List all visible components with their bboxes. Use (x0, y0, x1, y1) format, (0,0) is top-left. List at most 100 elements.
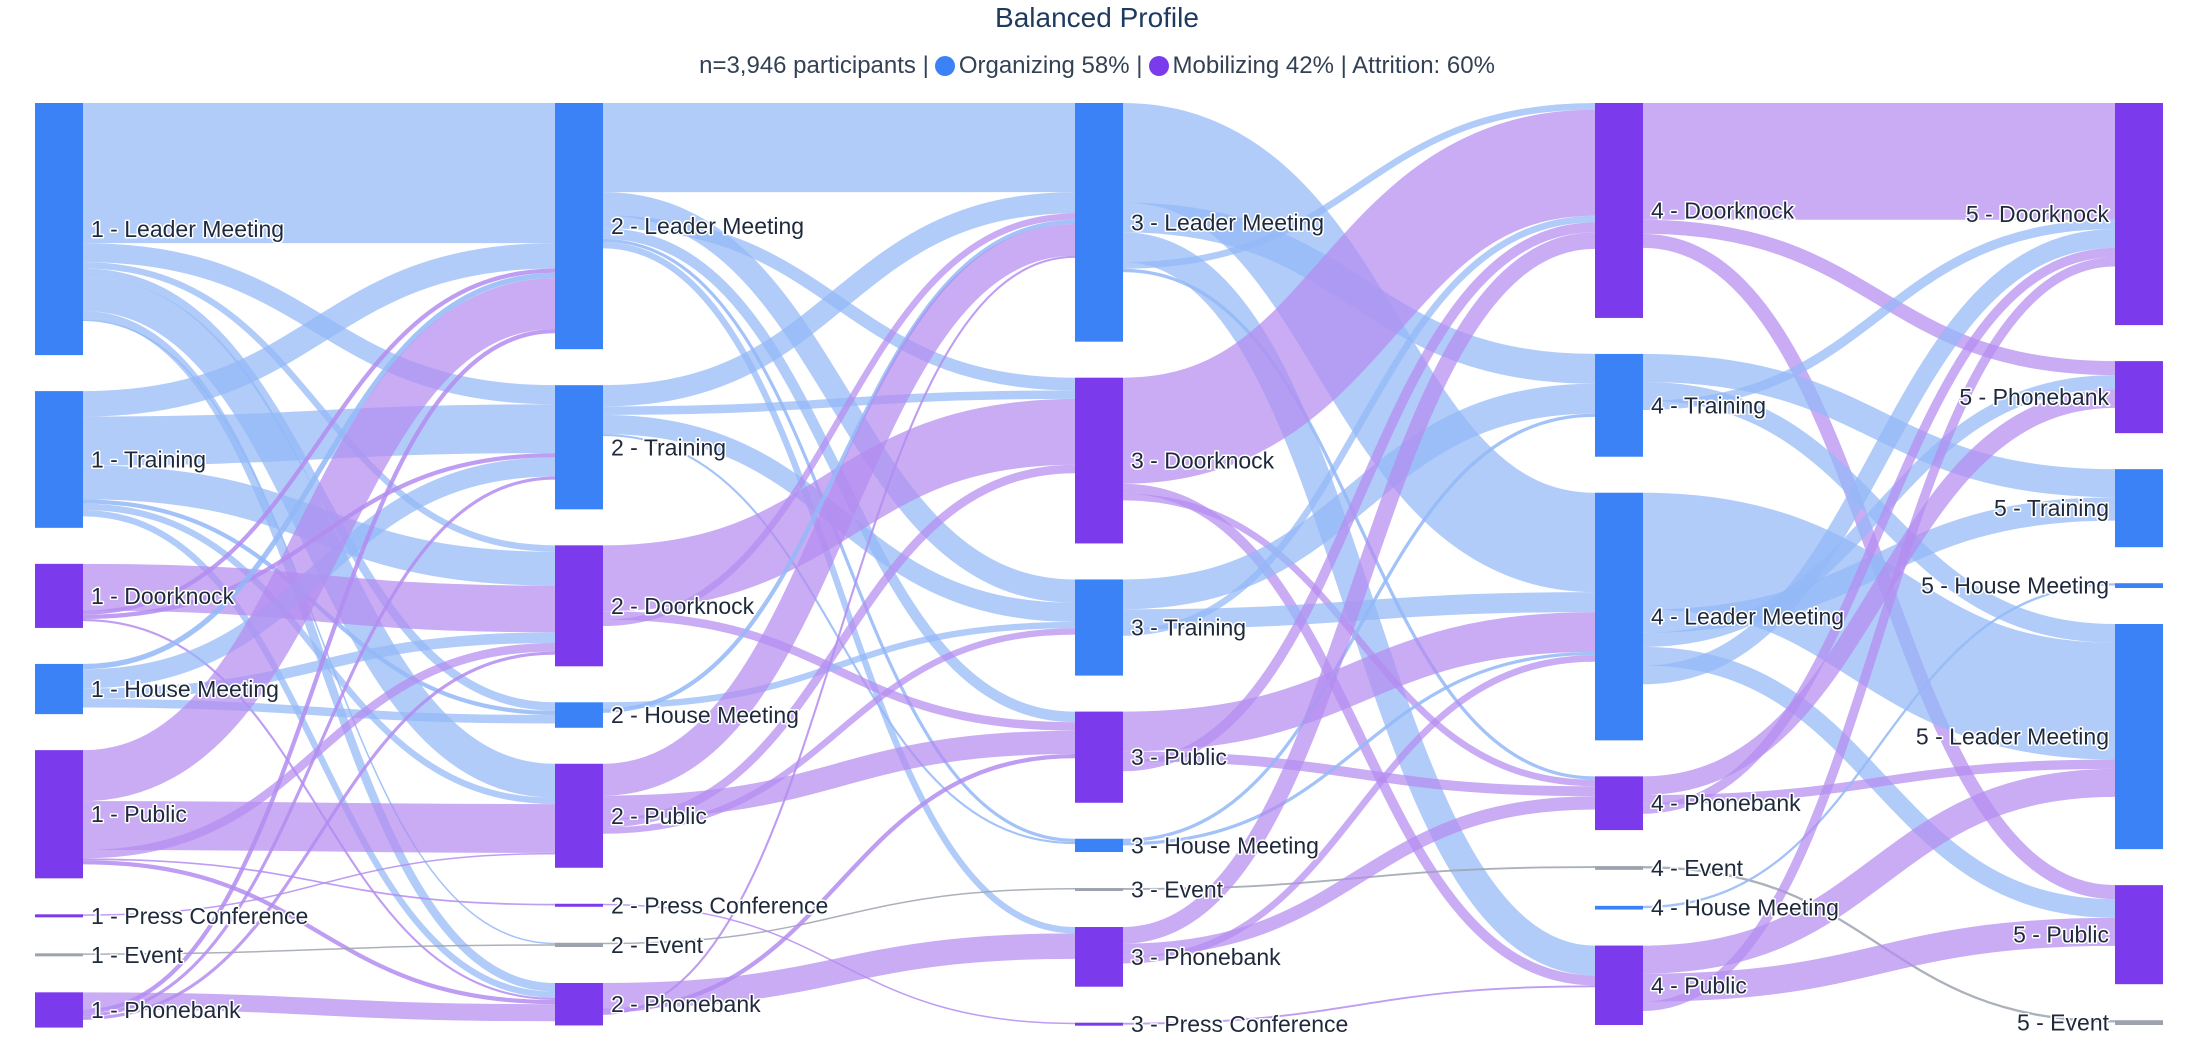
sankey-link (82, 852, 556, 916)
sankey-link (82, 243, 556, 417)
sankey-node[interactable] (555, 983, 603, 1026)
sankey-node[interactable] (35, 992, 83, 1028)
sankey-node-label: 1 - Training (91, 446, 206, 472)
sankey-link (82, 268, 556, 615)
sankey-labels: 1 - Leader Meeting 1 - Training 1 - Doorkn… (90, 196, 2112, 1039)
sankey-link (82, 272, 556, 670)
sankey-node[interactable] (1075, 888, 1123, 892)
sankey-link (82, 651, 556, 1020)
sankey-node-label: 2 - Phonebank (611, 991, 761, 1017)
sankey-link (602, 223, 1076, 796)
sankey-link (602, 192, 1076, 407)
sankey-link (82, 476, 556, 1017)
sankey-link (602, 611, 1076, 731)
sankey-link (1642, 247, 2116, 814)
sankey-node[interactable] (35, 750, 83, 879)
sankey-node[interactable] (555, 545, 603, 667)
sankey-link (1642, 229, 2116, 685)
mobilizing-legend-dot (1148, 56, 1169, 76)
sankey-link (1121, 109, 1597, 484)
sankey-node[interactable] (2115, 885, 2163, 985)
sankey-node[interactable] (35, 914, 83, 918)
subtitle-separator: | (922, 52, 929, 79)
sankey-link (602, 933, 1076, 1009)
sankey-node[interactable] (1075, 927, 1123, 987)
sankey-node-label: 3 - Leader Meeting (1131, 209, 1324, 235)
sankey-node-label: 1 - House Meeting (91, 676, 279, 702)
sankey-node[interactable] (1595, 353, 1643, 457)
sankey-link (602, 213, 1076, 626)
sankey-node[interactable] (1075, 1022, 1123, 1026)
sankey-node[interactable] (1075, 579, 1123, 676)
sankey-node[interactable] (1595, 103, 1643, 318)
sankey-link (1122, 651, 1596, 846)
chart-subtitle: n=3,946 participants | Organizing 58% | Mo… (0, 52, 2194, 80)
sankey-link (602, 888, 1076, 945)
sankey-node-label: 5 - Leader Meeting (1916, 724, 2109, 750)
sankey-link (1642, 389, 2116, 796)
sankey-node-label: 2 - Doorknock (611, 593, 755, 619)
sankey-link (1122, 612, 1596, 752)
sankey-node-label: 2 - Public (611, 803, 707, 829)
sankey-node[interactable] (1075, 103, 1123, 342)
sankey-link (602, 754, 1076, 1013)
sankey-node[interactable] (555, 903, 603, 907)
sankey-node[interactable] (555, 385, 603, 510)
sankey-node[interactable] (1075, 377, 1123, 544)
sankey-node-label: 1 - Event (91, 942, 184, 968)
mobilizing-legend-label: Mobilizing 42% (1172, 52, 1334, 79)
sankey-node-label: 5 - Phonebank (1959, 384, 2109, 410)
sankey-node-label: 1 - Phonebank (91, 997, 241, 1023)
sankey-node[interactable] (2115, 469, 2163, 548)
sankey-link (1642, 375, 2116, 647)
sankey-link (1122, 232, 1596, 944)
sankey-node[interactable] (35, 563, 83, 628)
sankey-link (1642, 759, 2116, 805)
sankey-node[interactable] (2115, 361, 2163, 434)
sankey-node[interactable] (1595, 866, 1643, 870)
sankey-node[interactable] (1075, 838, 1123, 853)
sankey-link (82, 319, 556, 945)
sankey-links (81, 102, 2116, 1025)
sankey-node-label: 4 - Doorknock (1651, 197, 1795, 223)
sankey-link (602, 464, 1076, 828)
participants-count: n=3,946 participants (699, 52, 916, 79)
sankey-link (602, 390, 1076, 415)
sankey-node-label: 4 - Event (1651, 855, 1744, 881)
chart-title: Balanced Profile (995, 2, 1199, 33)
sankey-link (1642, 257, 2116, 1011)
sankey-node-label: 4 - Leader Meeting (1651, 604, 1844, 630)
sankey-node-label: 5 - House Meeting (1921, 573, 2109, 599)
sankey-node-label: 2 - Press Conference (611, 892, 828, 918)
sankey-node[interactable] (1595, 945, 1643, 1025)
sankey-node[interactable] (555, 942, 603, 948)
sankey-nodes (35, 103, 2163, 1028)
sankey-link (1122, 268, 1596, 780)
sankey-node[interactable] (1595, 905, 1643, 910)
organizing-legend-dot (934, 56, 955, 76)
sankey-node[interactable] (35, 391, 83, 528)
organizing-legend-label: Organizing 58% (958, 52, 1130, 79)
sankey-node-label: 2 - House Meeting (611, 702, 799, 728)
sankey-node[interactable] (35, 663, 83, 715)
sankey-link (1122, 215, 1596, 636)
sankey-node[interactable] (1595, 776, 1643, 831)
sankey-link (1642, 219, 2116, 376)
sankey-node[interactable] (555, 702, 603, 728)
sankey-link (82, 503, 556, 805)
sankey-node[interactable] (1595, 492, 1643, 741)
sankey-node[interactable] (555, 763, 603, 868)
sankey-node[interactable] (2115, 103, 2163, 326)
sankey-node[interactable] (2115, 583, 2163, 589)
sankey-node[interactable] (35, 953, 83, 957)
sankey-link (82, 404, 556, 466)
sankey-link (82, 262, 556, 552)
sankey-link (1642, 768, 2116, 974)
sankey-node[interactable] (2115, 1020, 2163, 1025)
sankey-node[interactable] (35, 103, 83, 356)
sankey-node-label: 1 - Public (91, 801, 187, 827)
sankey-node[interactable] (555, 103, 603, 350)
sankey-node[interactable] (2115, 624, 2163, 850)
sankey-node[interactable] (1075, 711, 1123, 803)
